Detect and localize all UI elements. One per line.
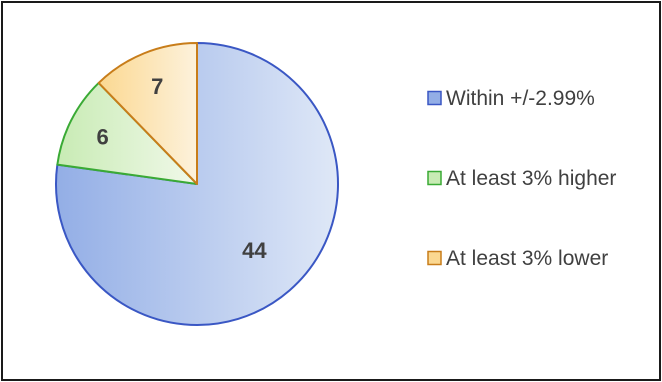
- pie-slice-1: [56, 81, 198, 185]
- data-label-0: 44: [242, 238, 267, 263]
- pie-slices: [55, 42, 339, 326]
- legend-swatch-1: [427, 170, 442, 186]
- legend: Within +/-2.99% At least 3% higher At leas…: [427, 87, 616, 270]
- pie-slice-2: [97, 42, 198, 185]
- legend-swatch-0: [427, 90, 442, 106]
- pie-slice-0: [55, 42, 339, 326]
- data-label-1: 6: [97, 124, 109, 149]
- legend-label-1: At least 3% higher: [446, 167, 616, 190]
- legend-label-2: At least 3% lower: [446, 247, 608, 270]
- pie-data-labels: 44 6 7: [97, 74, 268, 263]
- legend-swatch-2: [427, 250, 442, 266]
- legend-label-0: Within +/-2.99%: [446, 87, 595, 110]
- data-label-2: 7: [151, 74, 163, 99]
